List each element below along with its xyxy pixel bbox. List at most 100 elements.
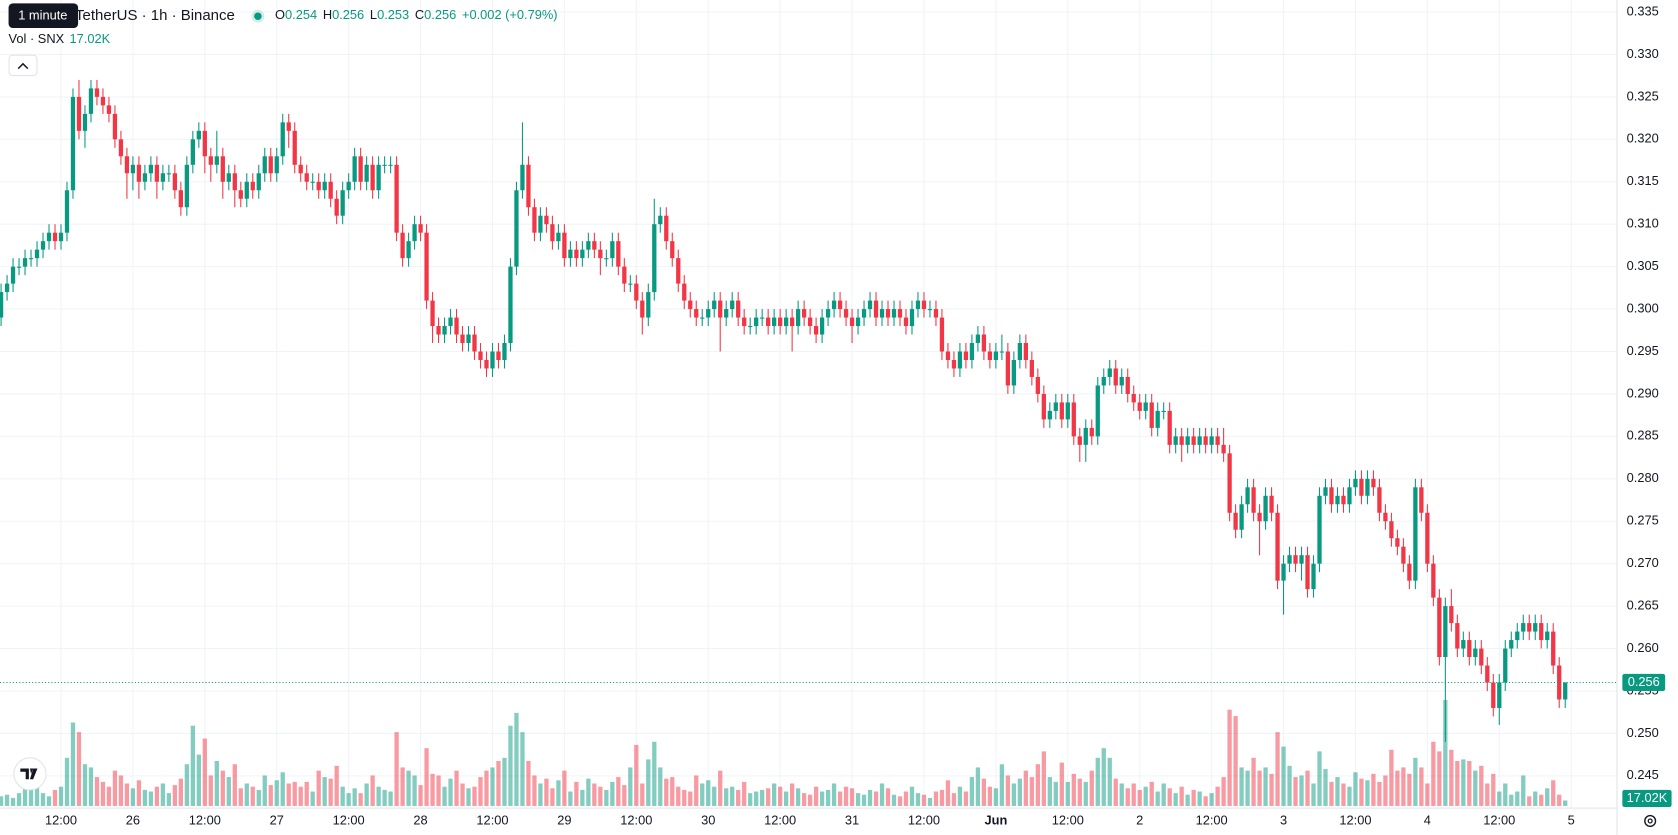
candle-body [154,164,160,182]
candle-body [933,309,939,318]
tooltip-box [8,3,79,28]
volume-bar [1497,791,1502,806]
h-label: H [323,8,332,23]
candle-body [736,300,741,318]
volume-bar [1323,769,1328,806]
candle-body [1311,563,1316,590]
volume-bar [208,775,213,806]
volume-bar [1551,780,1556,806]
volume-bar [478,777,483,806]
candle-body [1071,402,1076,437]
candle-body [586,241,591,250]
volume-bar [945,780,951,806]
candle-body [376,164,381,191]
candle-body [10,266,16,284]
volume-bar [604,789,609,806]
volume-bar [831,783,837,806]
volume-bar [909,786,915,806]
volume-bar [1245,770,1250,806]
volume-bar [46,796,52,806]
volume-bar [136,780,142,806]
candle-body [604,258,609,260]
candle-body [340,190,345,216]
candle-body [1191,436,1196,445]
candle-body [963,351,969,360]
volume-bar [466,788,471,806]
x-tick-label: Jun [984,812,1007,827]
volume-bar [1119,783,1124,806]
candle-body [88,88,94,114]
candle-body [861,309,867,318]
volume-bar [160,783,166,806]
candle-body [1149,402,1154,428]
volume-bar [843,786,849,806]
candle-body [700,317,705,319]
volume-bar [202,738,207,806]
volume-bar [1425,783,1430,806]
volume-bar [358,793,363,806]
volume-bar [532,775,537,806]
volume-bar [694,775,699,806]
volume-bar [1113,778,1118,806]
volume-bar [436,775,441,806]
candle-body [1407,563,1412,581]
volume-bar [370,775,375,806]
settings-icon[interactable] [1644,814,1657,827]
volume-bar [1143,786,1148,806]
volume-bar [867,789,873,806]
candle-body [1413,487,1418,581]
candle-body [310,181,315,183]
candle-body [1365,478,1370,496]
candle-body [1137,402,1142,411]
candle-body [514,190,519,267]
volume-bar [849,788,855,806]
candles [0,79,1568,742]
candle-body [1167,410,1172,445]
candle-body [616,241,621,267]
candle-body [999,351,1005,353]
volume-bar [712,786,717,806]
candle-body [807,317,813,327]
candle-body [196,130,201,140]
volume-bar [1095,757,1100,806]
volume-bar [514,712,519,806]
candle-body [795,309,801,327]
y-tick-label: 0.325 [1627,88,1659,103]
candle-body [556,232,561,242]
volume-bar [969,777,975,806]
candle-body [238,190,243,199]
volume-bar [760,789,765,806]
candle-body [166,173,172,175]
volume-bar [586,778,591,806]
logo[interactable] [13,757,47,791]
candle-body [778,317,783,327]
candle-body [724,309,729,318]
candle-body [490,351,495,369]
candle-body [250,181,255,191]
status-dot [254,12,262,20]
candle-body [819,317,825,335]
candle-body [849,317,855,327]
volume-bar [658,767,663,806]
volume-bar [622,785,627,806]
collapse-icon [17,62,29,70]
volume-bar [981,778,987,806]
candle-body [1233,512,1238,530]
volume-bar [1005,775,1011,806]
candle-body [766,317,771,327]
volume-bar [993,788,999,806]
candle-body [1563,682,1568,700]
volume-bar [106,786,112,806]
volume-bar [1017,778,1022,806]
candle-body [454,317,459,335]
candle-body [172,173,178,191]
volume-bar [568,791,573,806]
candle-body [64,190,70,233]
candle-body [1203,436,1208,445]
volume-bar [1041,751,1046,806]
volume-bar [1089,770,1094,806]
candle-body [1281,563,1286,581]
candle-body [1455,623,1460,649]
collapse-button[interactable] [8,54,38,77]
volume-bar [256,789,261,806]
